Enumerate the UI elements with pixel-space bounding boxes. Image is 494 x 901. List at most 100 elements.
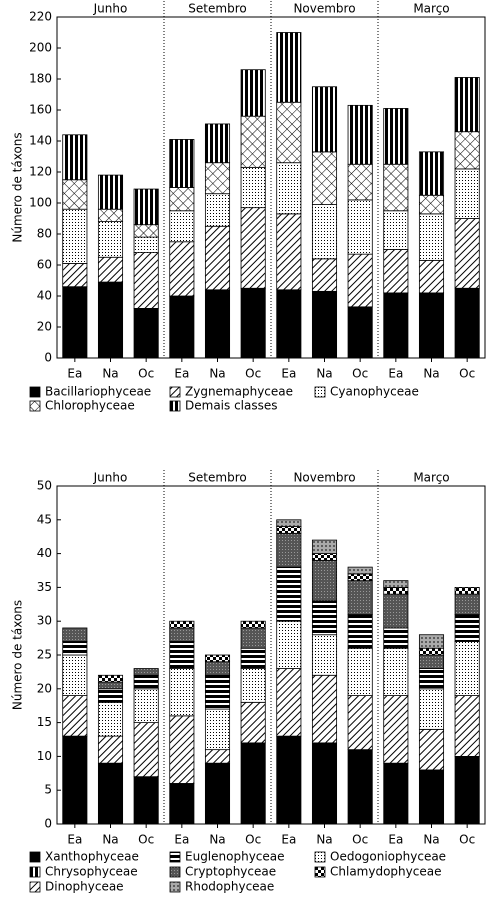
bar-segment xyxy=(97,281,124,359)
y-tick-label: 20 xyxy=(37,681,52,695)
bar-segment xyxy=(418,688,445,730)
bar-segment xyxy=(62,286,88,359)
bar-segment xyxy=(240,742,266,825)
y-tick-label: 80 xyxy=(37,227,52,241)
bar-segment xyxy=(454,695,480,757)
bar-segment xyxy=(311,204,338,260)
legend-label: Dinophyceae xyxy=(45,880,124,894)
bar-segment xyxy=(204,661,231,676)
bar-segment xyxy=(276,289,302,359)
bar-segment xyxy=(454,287,480,359)
bar-segment xyxy=(204,749,231,764)
bar-segment xyxy=(383,762,409,825)
bar-segment xyxy=(311,559,338,602)
bar-segment xyxy=(204,708,231,751)
bar-segment xyxy=(240,115,266,168)
y-tick-label: 0 xyxy=(44,351,52,365)
x-tick-label: Ea xyxy=(388,367,403,381)
y-tick-label: 20 xyxy=(37,320,52,334)
bar-segment xyxy=(418,654,445,669)
bar-segment xyxy=(454,756,480,825)
legend-swatch xyxy=(29,400,41,412)
bar-segment xyxy=(62,654,88,696)
bar-segment xyxy=(276,532,302,568)
bar-segment xyxy=(97,174,124,210)
bar-segment xyxy=(347,580,373,615)
bar-segment xyxy=(383,292,409,359)
bar-segment xyxy=(204,162,231,195)
bar-segment xyxy=(347,104,373,165)
bar-segment xyxy=(240,166,266,209)
bar-segment xyxy=(276,668,302,737)
x-tick-label: Ea xyxy=(281,833,296,847)
x-tick-label: Ea xyxy=(388,833,403,847)
bar-segment xyxy=(347,614,373,649)
y-tick-label: 0 xyxy=(44,817,52,831)
bar-segment xyxy=(347,647,373,696)
bar-segment xyxy=(418,668,445,690)
y-tick-label: 10 xyxy=(37,749,52,763)
legend-label: Zygnemaphyceae xyxy=(185,385,293,399)
y-tick-label: 140 xyxy=(29,134,52,148)
x-tick-label: Na xyxy=(316,833,332,847)
bar-segment xyxy=(133,224,159,238)
bar-segment xyxy=(347,573,373,582)
bar-segment xyxy=(311,634,338,676)
bar-segment xyxy=(347,253,373,308)
bar-segment xyxy=(418,769,445,825)
bar-segment xyxy=(276,101,302,164)
bar-segment xyxy=(169,715,195,784)
bar-segment xyxy=(240,287,266,359)
legend-swatch xyxy=(29,386,41,398)
legend-label: Bacillariophyceae xyxy=(45,385,151,399)
x-tick-label: Oc xyxy=(459,367,475,381)
bar-segment xyxy=(169,620,195,629)
bar-segment xyxy=(347,566,373,575)
y-tick-label: 40 xyxy=(37,289,52,303)
group-label: Novembro xyxy=(293,471,355,485)
x-tick-label: Oc xyxy=(138,833,154,847)
group-label: Junho xyxy=(93,471,128,485)
x-tick-label: Oc xyxy=(245,367,261,381)
bar-segment xyxy=(62,134,88,181)
legend-swatch xyxy=(169,866,181,878)
bar-segment xyxy=(204,193,231,227)
x-tick-label: Na xyxy=(209,367,225,381)
bar-segment xyxy=(62,263,88,288)
bar-segment xyxy=(311,86,338,153)
bar-segment xyxy=(311,553,338,561)
x-tick-label: Oc xyxy=(245,833,261,847)
bar-segment xyxy=(311,742,338,825)
bar-segment xyxy=(383,593,409,629)
bar-segment xyxy=(418,259,445,294)
bar-segment xyxy=(97,701,124,737)
y-tick-label: 220 xyxy=(29,10,52,24)
legend-swatch xyxy=(314,866,326,878)
x-tick-label: Oc xyxy=(138,367,154,381)
bar-segment xyxy=(311,258,338,292)
bar-segment xyxy=(383,249,409,294)
legend-label: Oedogoniophyceae xyxy=(330,850,446,864)
group-label: Março xyxy=(413,2,449,16)
bar-segment xyxy=(276,162,302,215)
bar-segment xyxy=(240,620,266,629)
bar-segment xyxy=(240,647,266,669)
bar-segment xyxy=(62,179,88,210)
y-tick-label: 120 xyxy=(29,165,52,179)
y-tick-label: 30 xyxy=(37,614,52,628)
legend-label: Xanthophyceae xyxy=(45,850,139,864)
bar-segment xyxy=(133,722,159,778)
bar-segment xyxy=(347,695,373,751)
y-axis-label: Número de táxons xyxy=(11,600,25,710)
x-tick-label: Oc xyxy=(459,833,475,847)
bar-segment xyxy=(454,614,480,642)
bar-segment xyxy=(276,566,302,622)
bar-segment xyxy=(97,762,124,825)
bar-segment xyxy=(204,674,231,710)
bar-segment xyxy=(133,188,159,226)
x-tick-label: Oc xyxy=(352,833,368,847)
bar-segment xyxy=(97,256,124,283)
legend-label: Cryptophyceae xyxy=(185,865,276,879)
bar-segment xyxy=(204,762,231,825)
